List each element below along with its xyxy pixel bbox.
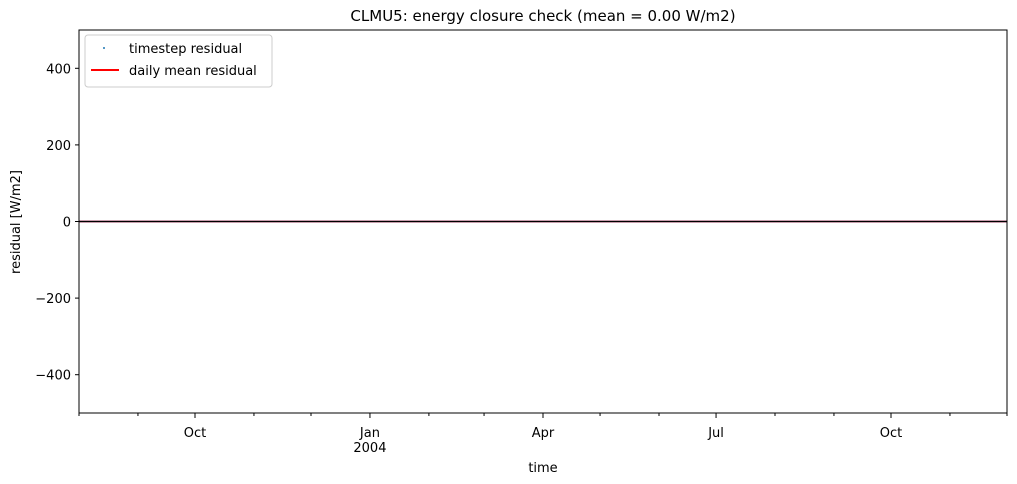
- y-tick-label: 400: [46, 62, 71, 77]
- x-axis-label: time: [528, 461, 557, 476]
- y-tick-label: 200: [46, 139, 71, 154]
- y-axis-label: residual [W/m2]: [9, 170, 24, 274]
- x-tick-sublabel: 2004: [353, 441, 386, 456]
- legend-box: [84, 34, 273, 88]
- y-tick-label: −200: [35, 292, 71, 307]
- x-tick-label: Oct: [880, 426, 902, 441]
- y-tick-label: 0: [63, 216, 71, 231]
- x-tick-label: Jul: [707, 426, 724, 441]
- legend: timestep residual daily mean residual: [84, 34, 273, 88]
- legend-label-timestep-residual: timestep residual: [129, 42, 242, 57]
- y-tick-label: −400: [35, 369, 71, 384]
- legend-label-daily-mean-residual: daily mean residual: [129, 64, 257, 79]
- x-tick-label: Jan: [359, 426, 380, 441]
- x-tick-label: Apr: [532, 426, 555, 441]
- chart-title: CLMU5: energy closure check (mean = 0.00…: [350, 7, 735, 25]
- x-tick-label: Oct: [184, 426, 206, 441]
- legend-marker-timestep-residual: [103, 47, 105, 49]
